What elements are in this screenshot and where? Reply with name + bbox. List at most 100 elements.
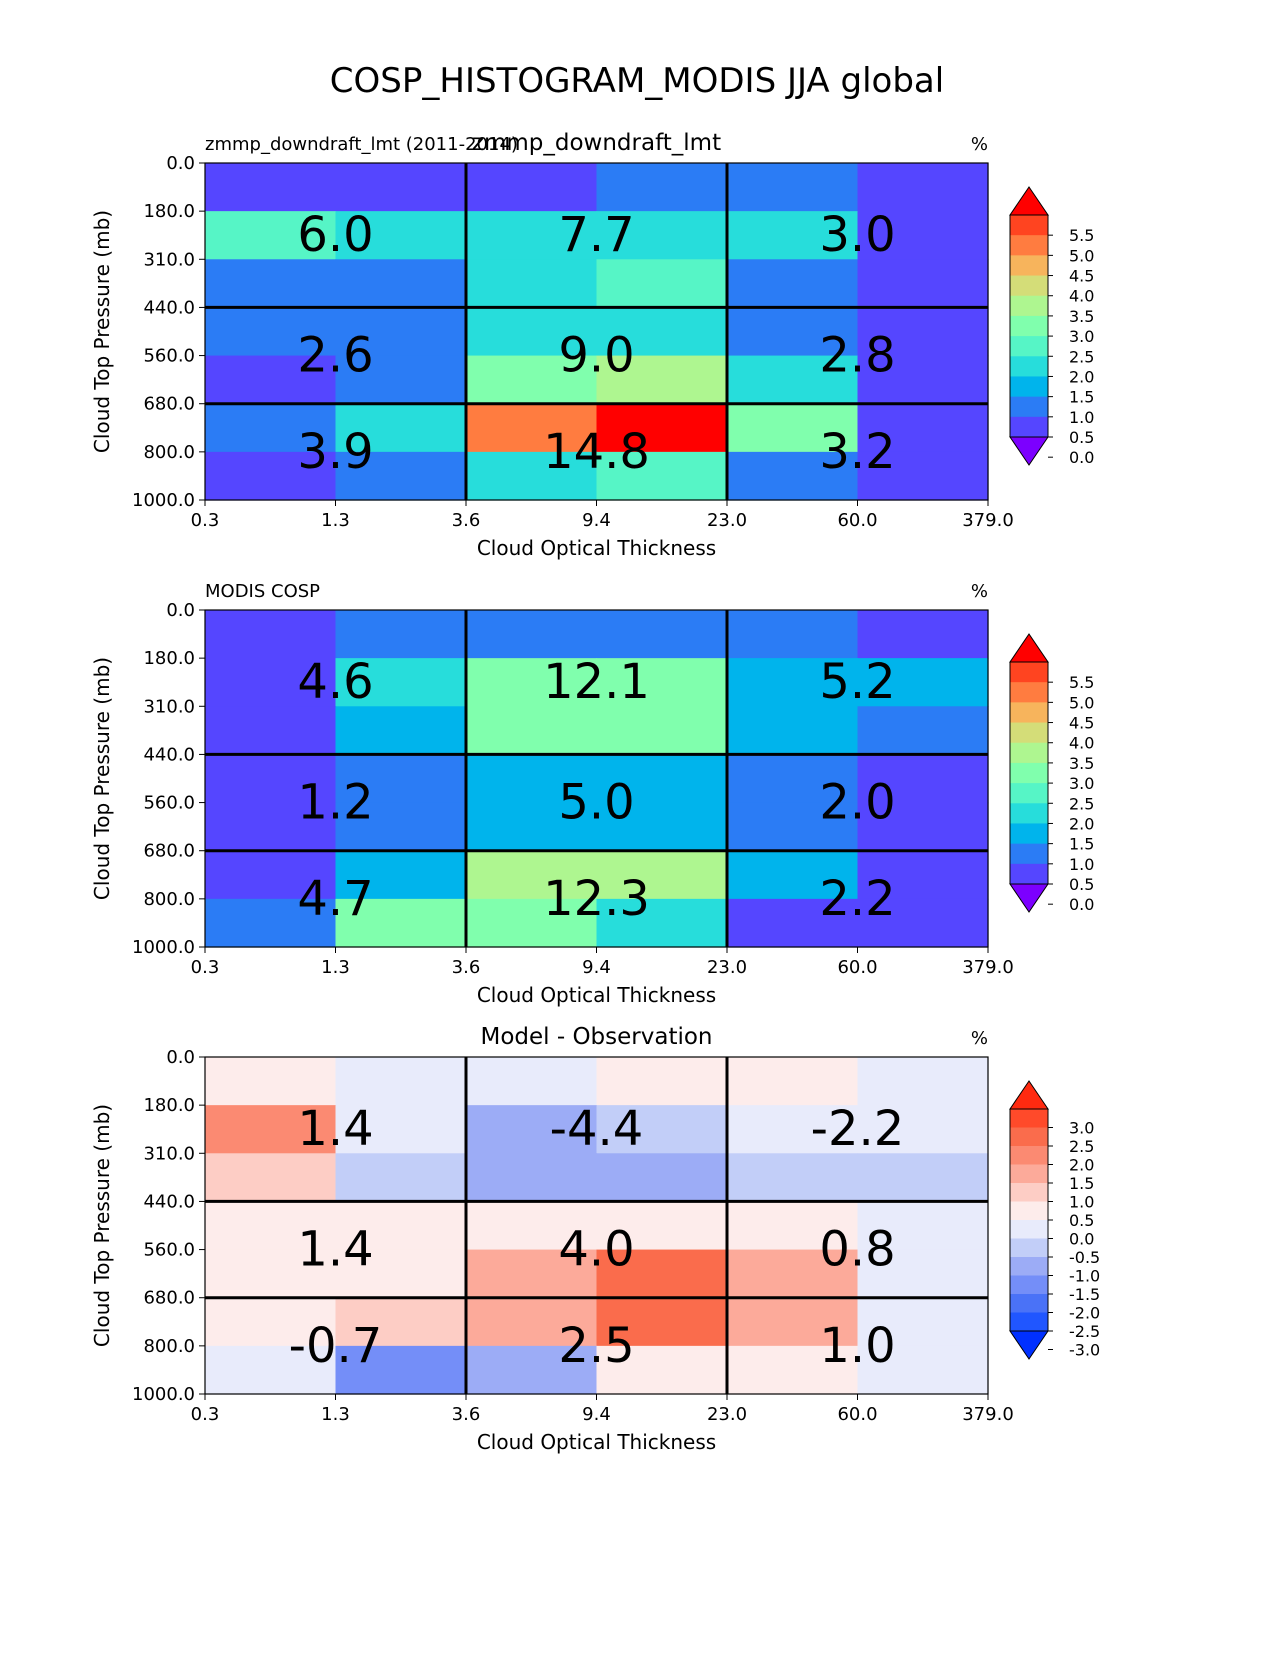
x-tick-label: 379.0 (962, 957, 1014, 978)
heatmap-cell (466, 1057, 598, 1106)
colorbar-label: 1.5 (1069, 388, 1094, 407)
colorbar-extend-max (1009, 1080, 1049, 1110)
heatmap-cell (335, 1105, 467, 1154)
heatmap-cell (596, 355, 728, 405)
x-tick-label: 1.3 (321, 957, 350, 978)
colorbar-label: 0.0 (1069, 895, 1094, 914)
heatmap-cell (466, 1249, 598, 1299)
colorbar-segment (1010, 1109, 1048, 1128)
figure-title: COSP_HISTOGRAM_MODIS JJA global (330, 61, 944, 101)
panel-2 (199, 609, 1053, 953)
heatmap-cell (466, 850, 598, 900)
y-tick-label: 310.0 (143, 696, 195, 717)
block-value: 3.9 (297, 424, 373, 480)
colorbar-label: 1.0 (1069, 855, 1094, 874)
block-value: 2.8 (819, 328, 895, 384)
heatmap-cell (466, 355, 598, 405)
colorbar-segment (1010, 1294, 1048, 1313)
colorbar-segment (1010, 843, 1048, 865)
colorbar-label: 2.0 (1069, 1156, 1094, 1175)
heatmap-cell (596, 1201, 728, 1251)
heatmap-cell (596, 451, 728, 501)
x-tick-label: 9.4 (582, 1404, 611, 1425)
heatmap-cell (466, 610, 598, 659)
colorbar-label: 0.5 (1069, 875, 1094, 894)
heatmap-cell (727, 706, 859, 756)
y-tick-label: 680.0 (143, 841, 195, 862)
heatmap-cell (727, 802, 859, 852)
heatmap-cell (205, 898, 337, 948)
heatmap-cell (205, 355, 337, 405)
heatmap-cell (335, 706, 467, 756)
block-value: 12.1 (543, 654, 650, 710)
y-tick-label: 180.0 (143, 1095, 195, 1116)
heatmap-cell (466, 163, 598, 212)
heatmap-cell (466, 1345, 598, 1395)
y-tick-label: 0.0 (166, 600, 195, 621)
y-tick-label: 1000.0 (132, 1384, 195, 1405)
colorbar-label: 4.5 (1069, 714, 1094, 733)
y-tick-label: 560.0 (143, 346, 195, 367)
colorbar-extend-max (1009, 633, 1049, 663)
panel-1 (199, 162, 1053, 506)
block-value: 3.0 (819, 207, 895, 263)
colorbar-label: 5.5 (1069, 673, 1094, 692)
x-tick-label: 0.3 (191, 510, 220, 531)
heatmap-cell (596, 403, 728, 453)
heatmap-cell (857, 259, 989, 309)
heatmap-cell (727, 163, 859, 212)
y-tick-label: 0.0 (166, 153, 195, 174)
y-tick-label: 0.0 (166, 1047, 195, 1068)
colorbar-label: -1.5 (1069, 1285, 1100, 1304)
heatmap-cell (596, 1297, 728, 1347)
heatmap-cell (205, 850, 337, 900)
heatmap-cell (466, 706, 598, 756)
x-axis-label: Cloud Optical Thickness (477, 1430, 716, 1454)
heatmap-cell (596, 259, 728, 309)
heatmap-cell (205, 1153, 337, 1203)
colorbar-segment (1010, 722, 1048, 744)
y-axis-label: Cloud Top Pressure (mb) (90, 657, 114, 900)
colorbar-label: -2.0 (1069, 1304, 1100, 1323)
heatmap-cell (335, 1057, 467, 1106)
panel-3 (199, 1056, 1053, 1400)
colorbar-segment (1010, 1238, 1048, 1258)
heatmap-cell (205, 610, 337, 659)
block-value: 0.8 (819, 1222, 895, 1278)
heatmap-cell (335, 355, 467, 405)
colorbar-segment (1010, 1127, 1048, 1147)
heatmap-cell (596, 898, 728, 948)
heatmap-cell (596, 307, 728, 357)
colorbar-segment (1010, 742, 1048, 764)
heatmap-cell (727, 1345, 859, 1395)
heatmap-cell (335, 898, 467, 948)
heatmap-cell (857, 754, 989, 804)
heatmap-cell (205, 706, 337, 756)
colorbar-extend-min (1009, 883, 1049, 913)
x-tick-label: 23.0 (707, 1404, 747, 1425)
colorbar-label: 3.0 (1069, 327, 1094, 346)
x-tick-label: 3.6 (452, 510, 481, 531)
x-tick-label: 60.0 (837, 1404, 877, 1425)
panel-center-label: zmmp_downdraft_lmt (472, 130, 721, 156)
heatmap-cell (596, 706, 728, 756)
heatmap-cell (335, 658, 467, 707)
colorbar-label: -3.0 (1069, 1341, 1100, 1360)
colorbar-label: 4.0 (1069, 734, 1094, 753)
heatmap-cell (466, 658, 598, 707)
colorbar-segment (1010, 396, 1048, 418)
heatmap-cell (466, 802, 598, 852)
heatmap-cell (205, 658, 337, 707)
heatmap-cell (857, 451, 989, 501)
x-tick-label: 23.0 (707, 957, 747, 978)
y-tick-label: 180.0 (143, 201, 195, 222)
heatmap-cell (727, 1297, 859, 1347)
heatmap-cell (727, 754, 859, 804)
y-tick-label: 1000.0 (132, 937, 195, 958)
heatmap-cell (727, 1105, 859, 1154)
block-value: 2.6 (297, 328, 373, 384)
x-tick-label: 60.0 (837, 957, 877, 978)
colorbar-label: 5.0 (1069, 693, 1094, 712)
colorbar-label: 2.5 (1069, 794, 1094, 813)
